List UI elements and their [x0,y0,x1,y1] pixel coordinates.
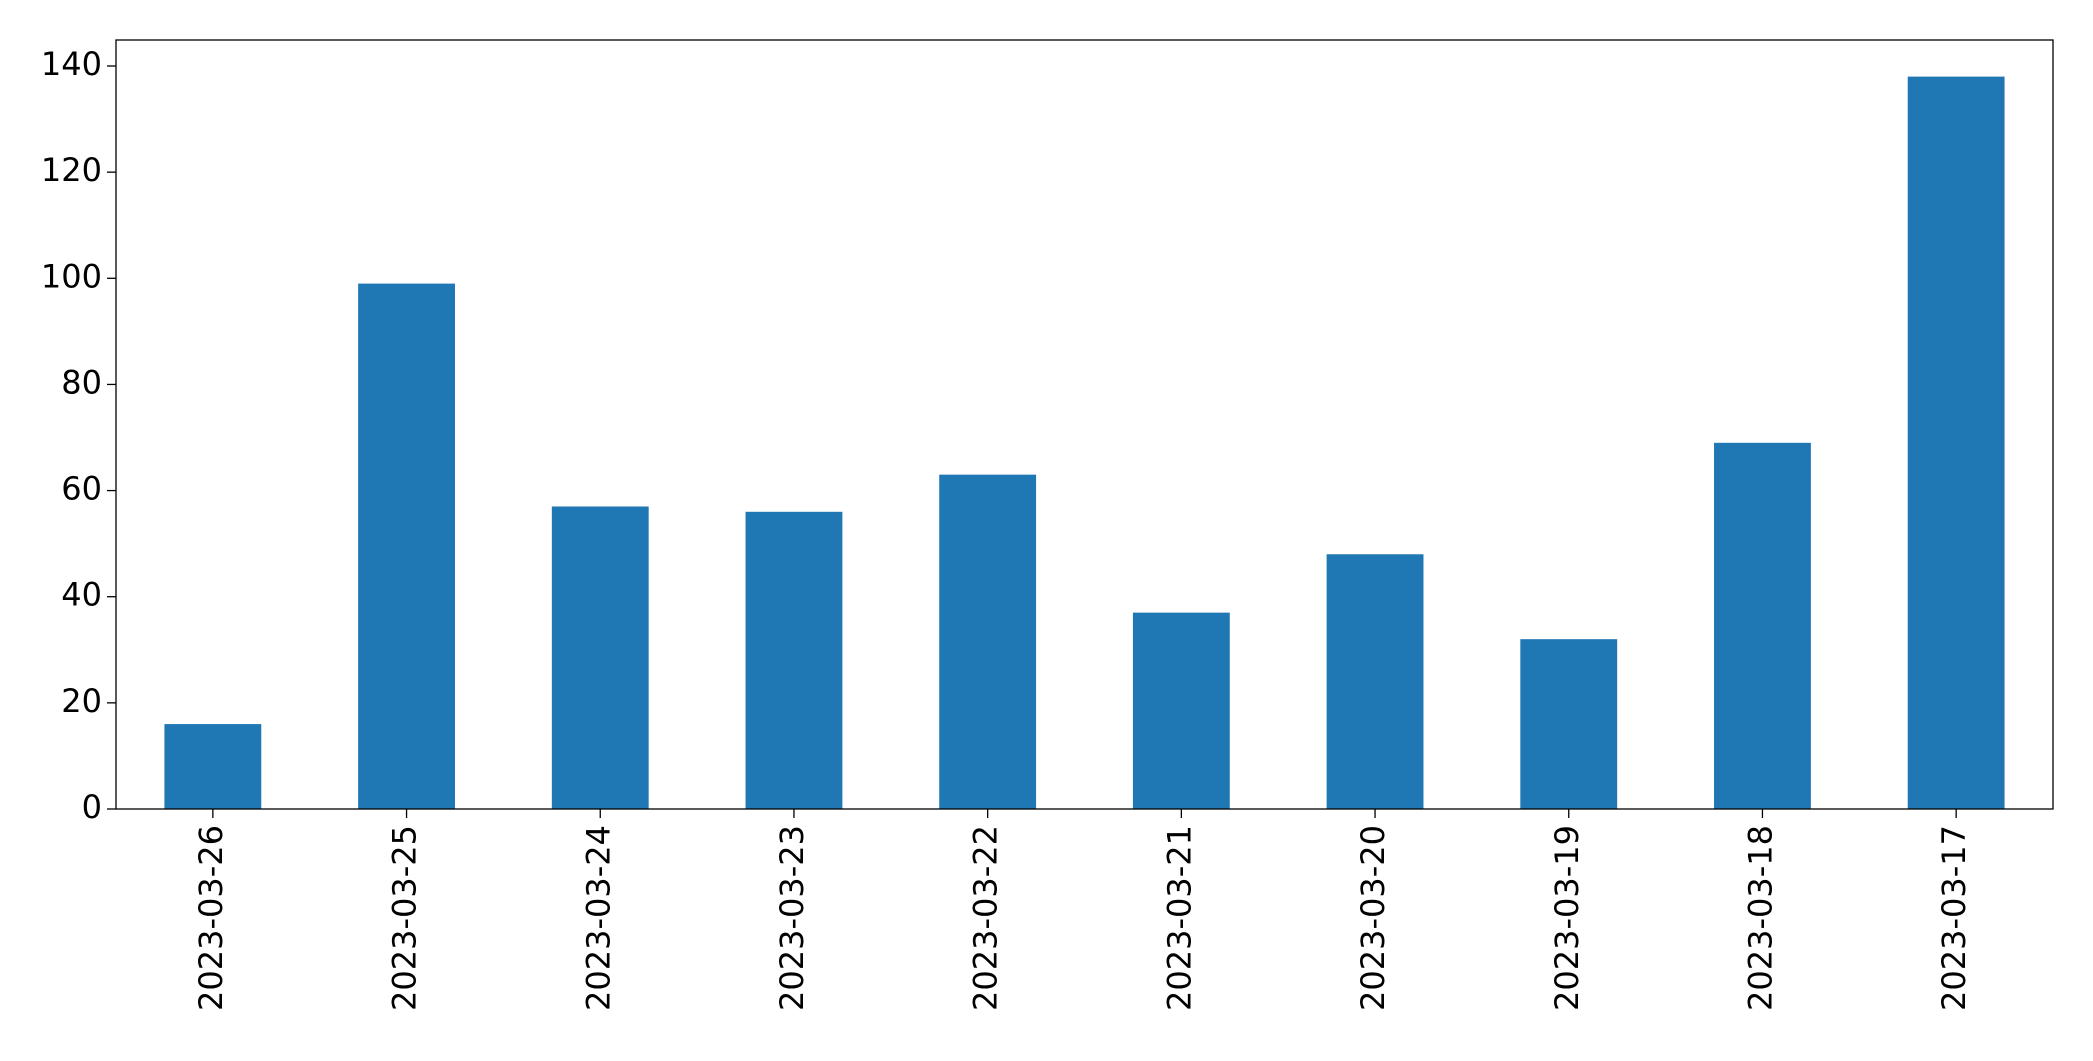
bar [1907,76,2005,810]
x-tick-label: 2023-03-23 [773,825,811,1011]
bar [1520,639,1618,809]
bar [1714,442,1811,809]
x-tick-label: 2023-03-26 [192,825,230,1011]
y-tick-label: 140 [41,45,102,83]
x-tick-label: 2023-03-22 [967,825,1005,1011]
y-tick-label: 120 [41,151,102,189]
bar [358,283,455,809]
y-tick-label: 40 [61,576,102,614]
bar [745,511,843,809]
x-tick-label: 2023-03-24 [579,825,617,1011]
x-tick-label: 2023-03-21 [1160,825,1198,1011]
x-tick-label: 2023-03-17 [1935,825,1973,1011]
bar [939,474,1037,809]
y-tick-label: 80 [61,363,102,401]
bar [551,506,649,809]
x-tick-label: 2023-03-18 [1741,825,1779,1011]
x-tick-label: 2023-03-25 [386,825,424,1011]
bar [164,724,262,809]
x-tick-label: 2023-03-19 [1548,825,1586,1011]
y-tick-label: 20 [61,682,102,720]
x-tick-label: 2023-03-20 [1354,825,1392,1011]
y-tick-label: 0 [82,788,102,826]
y-tick-label: 60 [61,470,102,508]
y-tick-label: 100 [41,257,102,295]
bar [1132,612,1230,809]
plot-frame [115,39,2054,810]
bar [1326,554,1424,809]
